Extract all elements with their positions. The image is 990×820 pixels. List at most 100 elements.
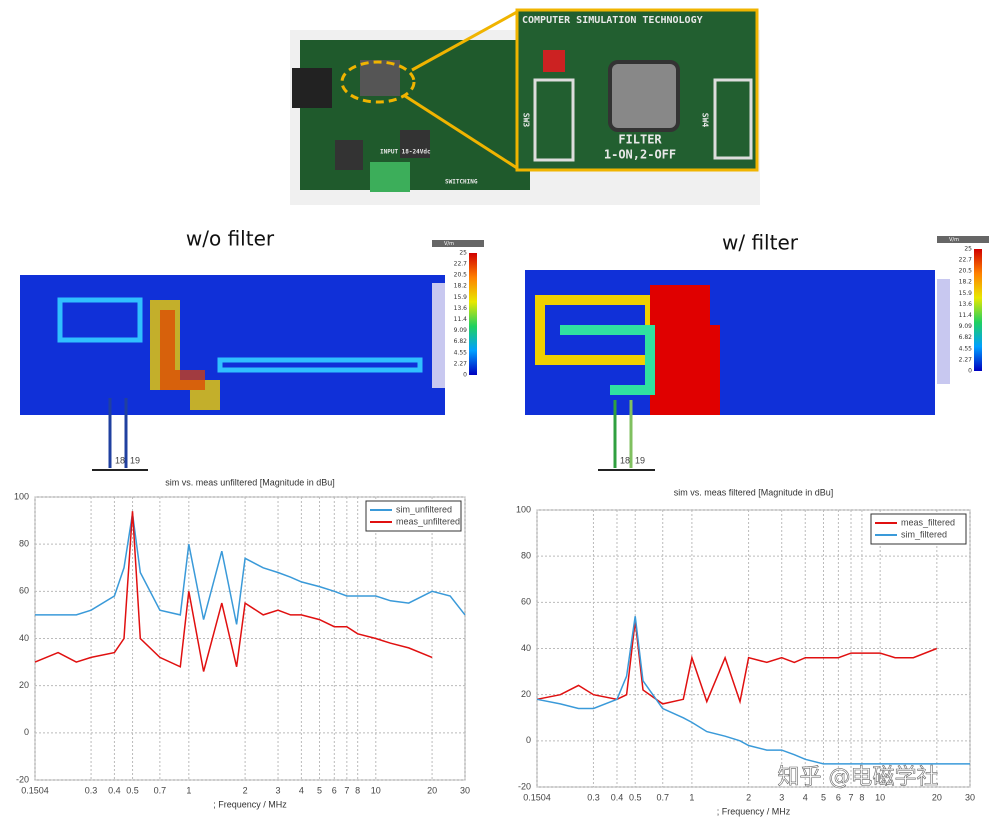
colorbar-tick: 0 (968, 368, 972, 375)
chart-title: sim vs. meas unfiltered [Magnitude in dB… (165, 477, 335, 487)
colorbar-tick: 11.4 (959, 312, 973, 319)
probe-label: 19 (635, 455, 645, 465)
switch-label: SW4 (701, 113, 710, 128)
colorbar-tick: 4.55 (959, 345, 973, 352)
map-title: w/ filter (722, 231, 799, 255)
x-tick-label: 0.4 (108, 785, 121, 795)
colorbar-panel (937, 279, 950, 384)
board-label: INPUT 18-24Vdc (380, 149, 431, 156)
x-tick-label: 0.5 (126, 785, 139, 795)
y-tick-label: 40 (19, 633, 29, 643)
x-tick-label: 7 (344, 785, 349, 795)
colorbar-tick: 11.4 (454, 316, 468, 323)
y-tick-label: 40 (521, 643, 531, 653)
legend-label: sim_filtered (901, 529, 947, 539)
field-map-left: w/o filter (20, 227, 445, 471)
x-tick-label: 0.4 (611, 792, 624, 802)
colorbar-tick: 9.09 (454, 327, 468, 334)
colorbar-tick: 18.2 (959, 279, 973, 286)
colorbar-tick: 4.55 (454, 349, 468, 356)
x-tick-label: 10 (875, 792, 885, 802)
y-tick-label: 80 (19, 539, 29, 549)
colorbar-tick: 15.9 (959, 290, 973, 297)
colorbar-tick: 2.27 (454, 360, 468, 367)
x-tick-label: 20 (932, 792, 942, 802)
x-tick-label: 5 (317, 785, 322, 795)
x-axis-label: ; Frequency / MHz (717, 806, 791, 816)
watermark: 知乎 @电磁学社 (777, 765, 939, 791)
y-tick-label: 100 (14, 491, 29, 501)
x-tick-label: 5 (821, 792, 826, 802)
filter-label: FILTER (618, 133, 662, 147)
field-map-right: w/ filter (525, 231, 935, 471)
colorbar-tick: 20.5 (959, 267, 973, 274)
colorbar-tick: 13.6 (959, 301, 973, 308)
legend-label: sim_unfiltered (396, 504, 452, 514)
x-tick-label: 30 (460, 785, 470, 795)
y-tick-label: 20 (521, 689, 531, 699)
legend (870, 513, 967, 545)
chart-title: sim vs. meas filtered [Magnitude in dBu] (674, 487, 834, 497)
x-tick-label: 8 (355, 785, 360, 795)
switch-label: SW3 (522, 113, 531, 128)
colorbar-tick: 6.82 (454, 338, 468, 345)
board-label: SWITCHING (445, 179, 478, 186)
legend-label: meas_unfiltered (396, 516, 460, 526)
probe-label: 18 (620, 455, 630, 465)
x-tick-label: 0.3 (85, 785, 98, 795)
x-tick-label: 6 (332, 785, 337, 795)
legend-label: meas_filtered (901, 517, 955, 527)
x-tick-label: 0.3 (587, 792, 600, 802)
x-tick-label: 2 (746, 792, 751, 802)
colorbar-tick: 22.7 (454, 261, 468, 268)
pcb-photo: COMPUTER SIMULATION TECHNOLOGY FILTER 1-… (290, 8, 760, 205)
colorbar-panel (432, 283, 445, 388)
colorbar-tick: 0 (463, 372, 467, 379)
legend (365, 500, 462, 532)
x-tick-label: 3 (276, 785, 281, 795)
series-line (34, 511, 433, 672)
y-tick-label: 100 (516, 504, 531, 514)
colorbar-tick: 6.82 (959, 334, 973, 341)
y-tick-label: 80 (521, 551, 531, 561)
probe-label: 18 (115, 455, 125, 465)
y-tick-label: 60 (19, 586, 29, 596)
x-tick-label: 7 (849, 792, 854, 802)
x-axis-label: ; Frequency / MHz (213, 799, 287, 809)
y-tick-label: 20 (19, 680, 29, 690)
series-line (35, 513, 466, 625)
x-tick-label: 1 (186, 785, 191, 795)
x-tick-label: 3 (779, 792, 784, 802)
map-title: w/o filter (186, 227, 275, 251)
y-tick-label: -20 (16, 774, 29, 784)
x-tick-label: 8 (859, 792, 864, 802)
y-tick-label: -20 (518, 781, 531, 791)
colorbar-tick: 9.09 (959, 323, 973, 330)
filter-setting: 1-ON,2-OFF (604, 148, 676, 162)
colorbar-tick: 22.7 (959, 257, 973, 264)
inset-title: COMPUTER SIMULATION TECHNOLOGY (522, 15, 703, 26)
y-tick-label: 60 (521, 597, 531, 607)
x-tick-label: 6 (836, 792, 841, 802)
x-tick-label: 30 (965, 792, 975, 802)
x-tick-label: 0.1504 (523, 792, 551, 802)
watermark-text: 知乎 @电磁学社 (778, 765, 939, 790)
colorbar (974, 249, 982, 371)
colorbar-tick: 25 (459, 250, 467, 257)
colorbar (469, 253, 477, 375)
x-tick-label: 10 (371, 785, 381, 795)
plot-area (34, 496, 466, 781)
colorbar-tick: 20.5 (454, 271, 468, 278)
x-tick-label: 0.7 (154, 785, 167, 795)
series-line (536, 616, 970, 765)
x-tick-label: 20 (427, 785, 437, 795)
colorbar-tick: 13.6 (454, 305, 468, 312)
x-tick-label: 0.7 (656, 792, 669, 802)
colorbar-header (432, 240, 484, 247)
y-tick-label: 0 (24, 727, 29, 737)
x-tick-label: 2 (243, 785, 248, 795)
colorbar-tick: 25 (964, 246, 972, 253)
x-tick-label: 4 (803, 792, 808, 802)
series-line (536, 620, 938, 705)
